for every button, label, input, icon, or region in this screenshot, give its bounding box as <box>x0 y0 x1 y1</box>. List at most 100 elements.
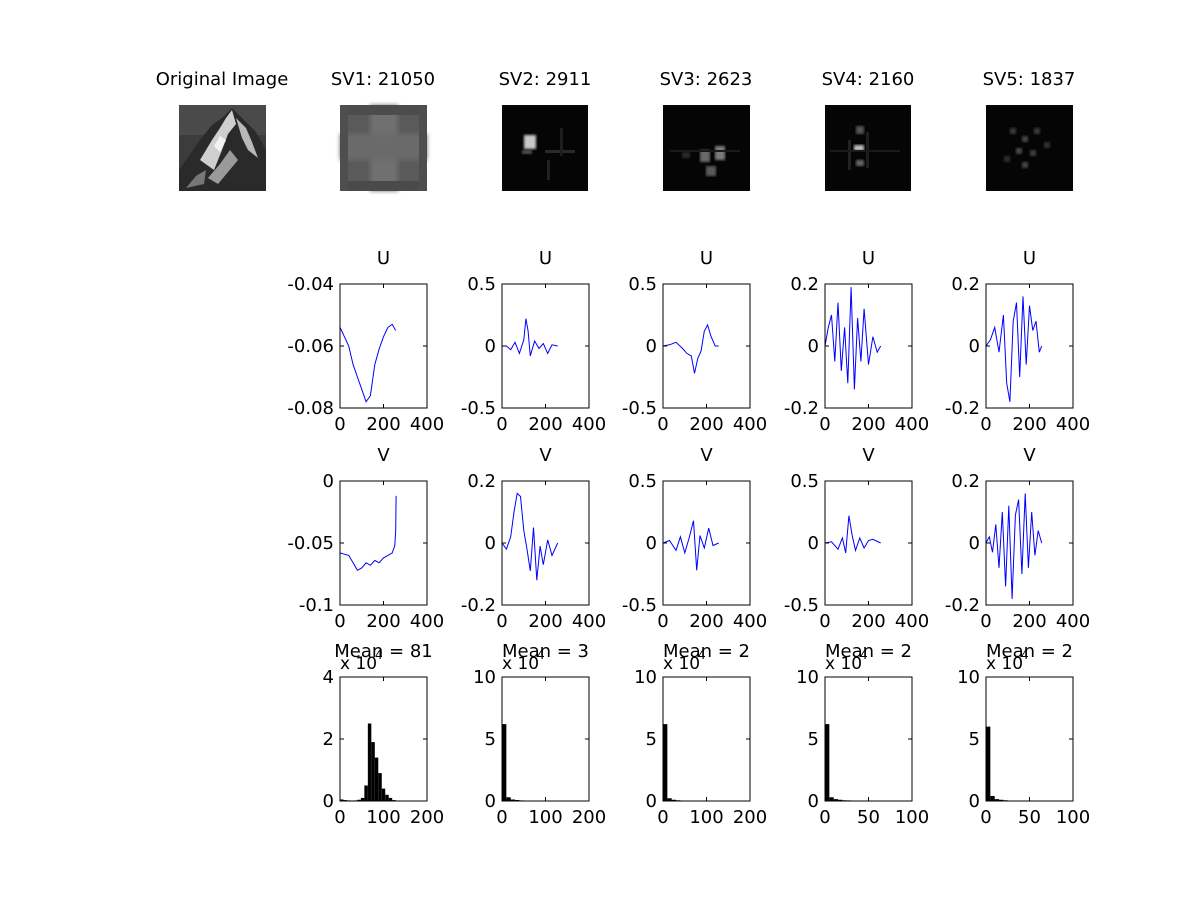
title-sv4: SV4: 2160 <box>822 69 915 90</box>
y-tick-label: 0 <box>969 791 980 812</box>
y-tick-label: 10 <box>957 667 980 688</box>
title-sv1: SV1: 21050 <box>331 69 435 90</box>
subplot-title: V <box>1023 445 1036 466</box>
y-tick-label: 0 <box>646 533 657 554</box>
exponent-label: x 10 <box>825 654 862 674</box>
sv3-image <box>663 105 750 191</box>
y-tick-label: 0 <box>485 791 496 812</box>
subplot-title: V <box>539 445 552 466</box>
y-tick-label: 0 <box>323 791 334 812</box>
x-tick-label: 400 <box>895 414 929 435</box>
subplot-title: Mean = 2 <box>663 641 750 662</box>
subplot-title: V <box>700 445 713 466</box>
subplot-u2: U0.50-0.50 200 400 <box>461 248 606 435</box>
x-tick-label: 0 <box>980 611 991 632</box>
subplot-title: U <box>862 248 875 269</box>
axes-box <box>339 283 428 409</box>
histogram-bar <box>385 794 389 801</box>
axes-box <box>824 480 913 606</box>
axes-box <box>985 283 1074 409</box>
histogram-bar <box>825 724 830 801</box>
histogram-bar <box>667 798 672 801</box>
histogram-bar <box>510 799 516 801</box>
histogram-bar <box>829 797 834 801</box>
histogram-bar <box>381 788 386 801</box>
subplot-title: V <box>377 445 390 466</box>
x-tick-label: 50 <box>857 807 880 828</box>
y-tick-label: 0.2 <box>951 274 980 295</box>
exponent-label: x 10 <box>340 654 377 674</box>
y-tick-label: 0.5 <box>790 471 819 492</box>
histogram-bar <box>990 796 995 801</box>
y-tick-label: -0.2 <box>461 595 496 616</box>
series-line <box>824 515 881 554</box>
x-tick-label: 0 <box>334 414 345 435</box>
y-tick-label: 5 <box>969 729 980 750</box>
x-tick-label: 0 <box>334 807 345 828</box>
series-line <box>501 492 559 581</box>
axes-box <box>339 480 428 606</box>
x-tick-label: 200 <box>572 807 606 828</box>
y-tick-label: 0.5 <box>467 274 496 295</box>
x-tick-label: 50 <box>1018 807 1041 828</box>
y-tick-label: 0 <box>323 471 334 492</box>
subplot-title: U <box>1023 248 1036 269</box>
y-tick-label: 0.5 <box>628 471 657 492</box>
histogram-bar <box>357 799 361 801</box>
x-tick-label: 400 <box>1056 611 1090 632</box>
y-tick-label: -0.04 <box>287 274 334 295</box>
y-tick-label: 0 <box>969 336 980 357</box>
x-tick-label: 200 <box>410 807 444 828</box>
y-tick-label: 5 <box>808 729 819 750</box>
x-tick-label: 400 <box>410 414 444 435</box>
sv5-image <box>986 105 1073 191</box>
axes-box <box>662 676 751 802</box>
subplot-title: Mean = 2 <box>986 641 1073 662</box>
x-tick-label: 400 <box>895 611 929 632</box>
histogram-bar <box>999 799 1004 801</box>
axes-box <box>824 676 913 802</box>
axes-box <box>662 283 751 409</box>
axes-box <box>985 676 1074 802</box>
x-tick-label: 100 <box>1056 807 1090 828</box>
subplot-title: Mean = 81 <box>334 641 432 662</box>
exponent-label: x 10 <box>986 654 1023 674</box>
y-tick-label: 5 <box>646 729 657 750</box>
title-original-image: Original Image <box>156 69 289 90</box>
y-tick-label: 4 <box>323 667 334 688</box>
x-tick-label: 400 <box>572 611 606 632</box>
exponent-power: 4 <box>537 648 545 662</box>
x-tick-label: 100 <box>528 807 562 828</box>
x-tick-label: 200 <box>851 611 885 632</box>
x-tick-label: 0 <box>496 807 507 828</box>
y-tick-label: -0.5 <box>622 595 657 616</box>
histogram-bar <box>371 742 375 801</box>
series-line <box>824 287 882 390</box>
title-sv5: SV5: 1837 <box>983 69 1076 90</box>
y-tick-label: -0.2 <box>945 595 980 616</box>
x-tick-label: 400 <box>733 611 767 632</box>
subplot-v1: V0-0.05-0.10 200 400 <box>287 445 444 632</box>
y-tick-label: -0.08 <box>287 398 334 419</box>
y-tick-label: -0.2 <box>945 398 980 419</box>
y-tick-label: 10 <box>473 667 496 688</box>
x-tick-label: 200 <box>1012 611 1046 632</box>
histogram-bar <box>374 757 379 801</box>
series-line <box>985 493 1043 599</box>
x-tick-label: 0 <box>657 414 668 435</box>
y-tick-label: -0.2 <box>784 398 819 419</box>
x-tick-label: 0 <box>334 611 345 632</box>
title-sv3: SV3: 2623 <box>660 69 753 90</box>
y-tick-label: 0 <box>969 533 980 554</box>
subplot-title: U <box>377 248 390 269</box>
x-tick-label: 100 <box>366 807 400 828</box>
y-tick-label: 0.2 <box>790 274 819 295</box>
x-tick-label: 400 <box>572 414 606 435</box>
subplot-h2: Mean = 3x 104 10 5 00 100 200 <box>473 641 606 828</box>
subplot-u5: U0.20-0.20 200 400 <box>945 248 1090 435</box>
y-tick-label: 0 <box>485 336 496 357</box>
x-tick-label: 0 <box>657 611 668 632</box>
x-tick-label: 400 <box>1056 414 1090 435</box>
